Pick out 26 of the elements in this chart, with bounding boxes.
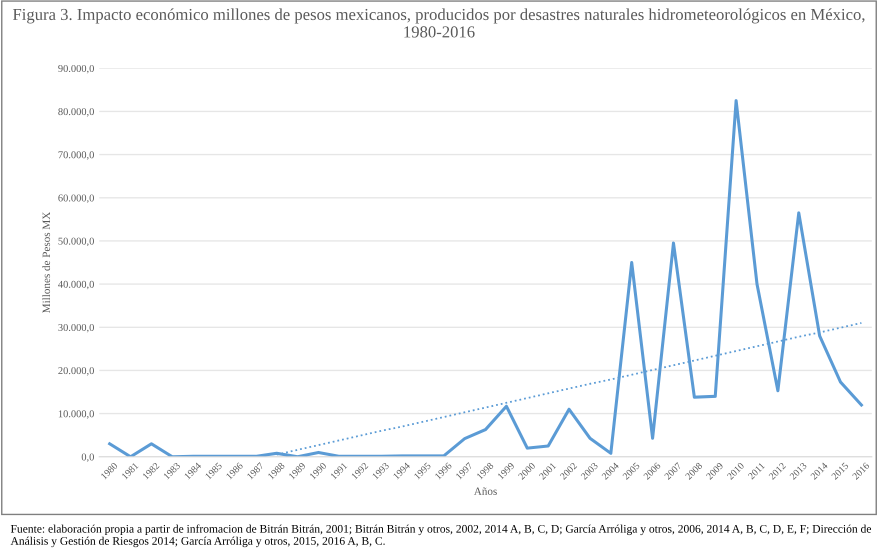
y-tick-label: 30.000,0 bbox=[58, 324, 94, 332]
x-tick-label: 1993 bbox=[372, 462, 390, 480]
y-tick-label: 0,0 bbox=[82, 453, 94, 462]
x-tick-label: 1990 bbox=[309, 462, 327, 480]
y-tick-label: 40.000,0 bbox=[58, 280, 94, 290]
x-tick-label: 1999 bbox=[497, 462, 515, 480]
x-tick-label: 1982 bbox=[142, 462, 160, 480]
x-axis-title: Años bbox=[474, 487, 497, 495]
source-note: Fuente: elaboración propia a partir de infromacion de Bitrán Bitrán, 2001; Bitrán Bitrán y otros, 2002, 2014 A, B, C, D; García Arróliga y otros, 2006, 2014 A, B, C, D, E, F; Dirección de Análisis y Gestión de Riesgos 2014; García Arróliga y otros, 2015, 2016 A, B, C. bbox=[10, 524, 872, 548]
chart-title: Figura 3. Impacto económico millones de pesos mexicanos, producidos por desastres naturales hidrometeorológicos en México, 1980-2016 bbox=[12, 8, 864, 38]
line-series bbox=[108, 99, 863, 457]
y-axis-title: Millones de Pesos MX bbox=[42, 212, 50, 313]
x-tick-label: 1980 bbox=[100, 462, 118, 480]
x-tick-label: 1992 bbox=[351, 462, 368, 480]
y-tick-label: 70.000,0 bbox=[58, 151, 94, 160]
y-tick-label: 80.000,0 bbox=[58, 108, 94, 117]
y-tick-label: 90.000,0 bbox=[58, 64, 94, 74]
x-tick-label: 1983 bbox=[163, 462, 181, 480]
x-tick-label: 1989 bbox=[288, 462, 306, 480]
y-tick-label: 50.000,0 bbox=[58, 238, 94, 246]
x-tick-label: 1991 bbox=[330, 462, 348, 480]
y-tick-label: 60.000,0 bbox=[58, 194, 94, 203]
y-tick-label: 10.000,0 bbox=[58, 410, 94, 419]
x-tick-label: 1981 bbox=[121, 462, 139, 480]
x-tick-label: 2011 bbox=[748, 462, 766, 480]
y-tick-label: 20.000,0 bbox=[58, 367, 94, 376]
